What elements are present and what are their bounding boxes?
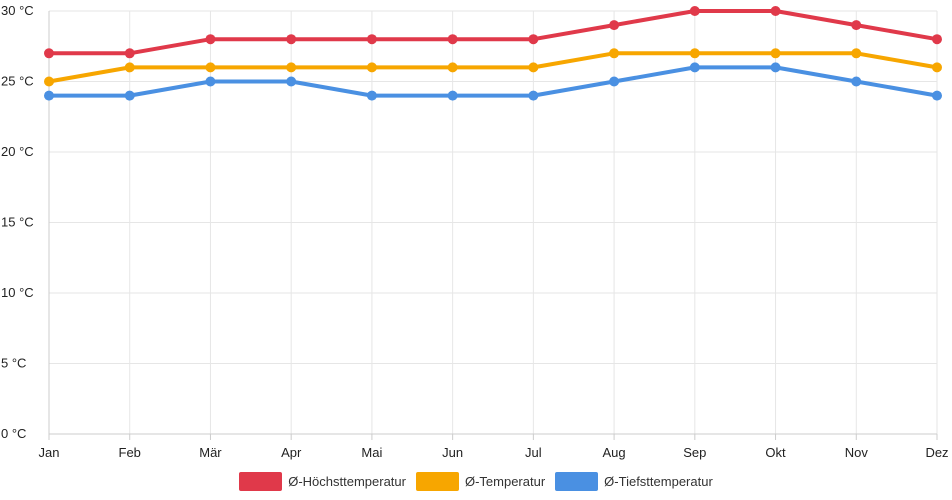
x-tick-label: Aug — [603, 445, 626, 460]
data-point-avg — [851, 48, 862, 59]
data-point-avg — [932, 62, 942, 73]
data-point-avg — [286, 62, 297, 73]
legend-label-avg: Ø-Temperatur — [464, 474, 546, 489]
y-tick-label: 10 °C — [1, 285, 34, 300]
data-point-avg — [528, 62, 539, 73]
data-point-avg — [609, 48, 620, 59]
data-point-avg — [366, 62, 377, 73]
data-point-low — [124, 90, 135, 101]
x-tick-label: Jan — [39, 445, 60, 460]
legend-swatch-low — [555, 472, 599, 491]
legend-item-avg[interactable]: Ø-Temperatur — [415, 472, 546, 491]
data-point-high — [44, 48, 54, 59]
data-point-low — [770, 62, 781, 73]
series-line-avg — [47, 51, 939, 84]
data-point-low — [44, 90, 54, 101]
data-point-low — [932, 90, 942, 101]
data-point-low — [528, 90, 539, 101]
y-tick-label: 5 °C — [1, 356, 26, 371]
data-point-high — [609, 20, 620, 31]
legend-swatch-high — [239, 472, 283, 491]
data-point-low — [447, 90, 458, 101]
x-tick-label: Okt — [765, 445, 786, 460]
data-point-avg — [44, 76, 54, 87]
x-tick-label: Mai — [361, 445, 382, 460]
data-point-high — [528, 34, 539, 45]
y-tick-label: 15 °C — [1, 215, 34, 230]
data-point-high — [286, 34, 297, 45]
y-tick-label: 30 °C — [1, 3, 34, 18]
x-tick-label: Feb — [119, 445, 141, 460]
y-tick-label: 20 °C — [1, 144, 34, 159]
x-tick-label: Mär — [199, 445, 222, 460]
data-point-low — [366, 90, 377, 101]
data-point-high — [205, 34, 216, 45]
x-tick-label: Sep — [683, 445, 706, 460]
data-point-high — [932, 34, 942, 45]
data-point-avg — [770, 48, 781, 59]
y-tick-label: 25 °C — [1, 74, 34, 89]
data-point-avg — [689, 48, 700, 59]
data-point-avg — [124, 62, 135, 73]
data-point-high — [447, 34, 458, 45]
series-line-low — [47, 65, 939, 98]
data-point-low — [851, 76, 862, 87]
chart-legend: Ø-Höchsttemperatur Ø-Temperatur Ø-Tiefst… — [0, 472, 952, 491]
x-tick-label: Apr — [281, 445, 302, 460]
data-point-low — [205, 76, 216, 87]
x-tick-label: Dez — [925, 445, 948, 460]
data-point-high — [770, 6, 781, 16]
data-point-high — [124, 48, 135, 59]
series-line-high — [47, 9, 939, 56]
legend-item-low[interactable]: Ø-Tiefsttemperatur — [555, 472, 713, 491]
data-point-high — [689, 6, 700, 16]
data-point-low — [286, 76, 297, 87]
data-point-avg — [447, 62, 458, 73]
legend-label-high: Ø-Höchsttemperatur — [288, 474, 406, 489]
data-point-high — [851, 20, 862, 31]
legend-item-high[interactable]: Ø-Höchsttemperatur — [239, 472, 406, 491]
legend-swatch-avg — [415, 472, 459, 491]
legend-label-low: Ø-Tiefsttemperatur — [604, 474, 713, 489]
data-point-low — [689, 62, 700, 73]
data-point-low — [609, 76, 620, 87]
x-tick-label: Nov — [845, 445, 869, 460]
data-point-avg — [205, 62, 216, 73]
x-tick-label: Jun — [442, 445, 463, 460]
data-point-high — [366, 34, 377, 45]
x-tick-label: Jul — [525, 445, 542, 460]
y-tick-label: 0 °C — [1, 426, 26, 441]
